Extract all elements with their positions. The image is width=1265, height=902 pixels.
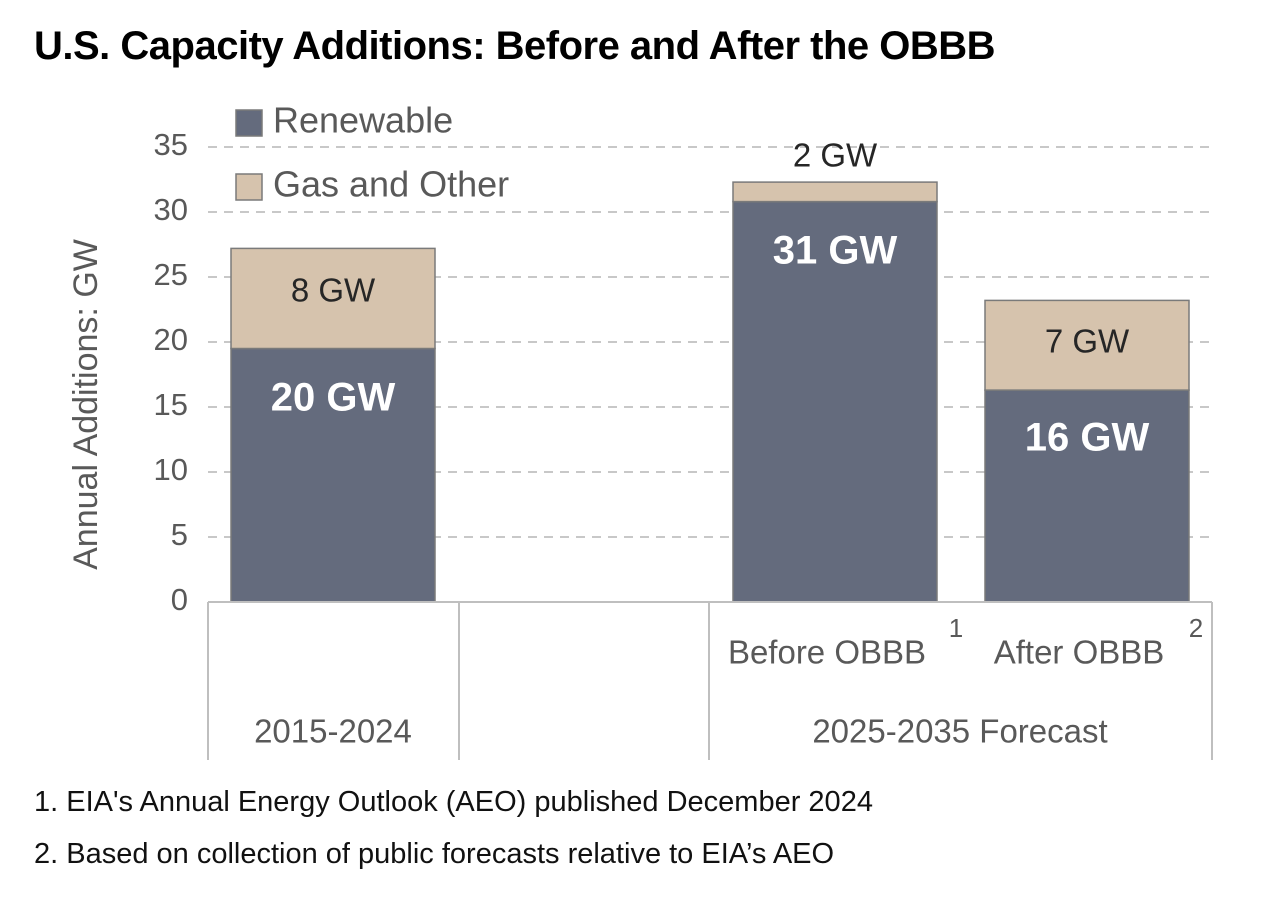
x-category-label: After OBBB <box>994 634 1165 671</box>
x-group-label: 2025-2035 Forecast <box>812 713 1107 750</box>
chart-title: U.S. Capacity Additions: Before and Afte… <box>34 24 996 68</box>
x-category-superscript: 2 <box>1189 613 1203 643</box>
bar-gas-other-0 <box>230 247 436 350</box>
legend-swatch-renewable <box>235 109 263 137</box>
data-label-renewable: 16 GW <box>1025 416 1150 460</box>
y-tick-label: 10 <box>154 452 188 487</box>
legend-swatch-gas-other <box>235 173 263 201</box>
x-group-label: 2015-2024 <box>254 713 412 750</box>
bar-gas-other-1 <box>732 181 938 203</box>
data-label-gas-other: 2 GW <box>793 137 878 174</box>
data-label-gas-other: 7 GW <box>1045 323 1130 360</box>
y-tick-label: 30 <box>154 192 188 227</box>
bar-renewable-2 <box>984 389 1190 603</box>
data-label-gas-other: 8 GW <box>291 272 376 309</box>
data-label-renewable: 31 GW <box>773 229 898 273</box>
y-tick-label: 20 <box>154 322 188 357</box>
y-tick-label: 5 <box>171 517 188 552</box>
data-label-renewable: 20 GW <box>271 376 396 420</box>
y-tick-label: 25 <box>154 257 188 292</box>
x-category-label: Before OBBB <box>728 634 926 671</box>
y-tick-label: 15 <box>154 387 188 422</box>
y-tick-label: 35 <box>154 127 188 162</box>
legend-label-gas-other: Gas and Other <box>273 164 509 205</box>
footnote-2: 2. Based on collection of public forecas… <box>34 838 835 870</box>
x-category-superscript: 1 <box>949 613 963 643</box>
bar-chart: 0 5 10 15 20 25 30 35 Annual Additions: GW 20 GW 3… <box>67 100 1213 760</box>
y-tick-label: 0 <box>171 582 188 617</box>
footnote-1: 1. EIA's Annual Energy Outlook (AEO) pub… <box>34 786 873 818</box>
y-axis-title: Annual Additions: GW <box>67 239 105 570</box>
bar-gas-other-2 <box>984 299 1190 391</box>
legend-label-renewable: Renewable <box>273 100 453 141</box>
